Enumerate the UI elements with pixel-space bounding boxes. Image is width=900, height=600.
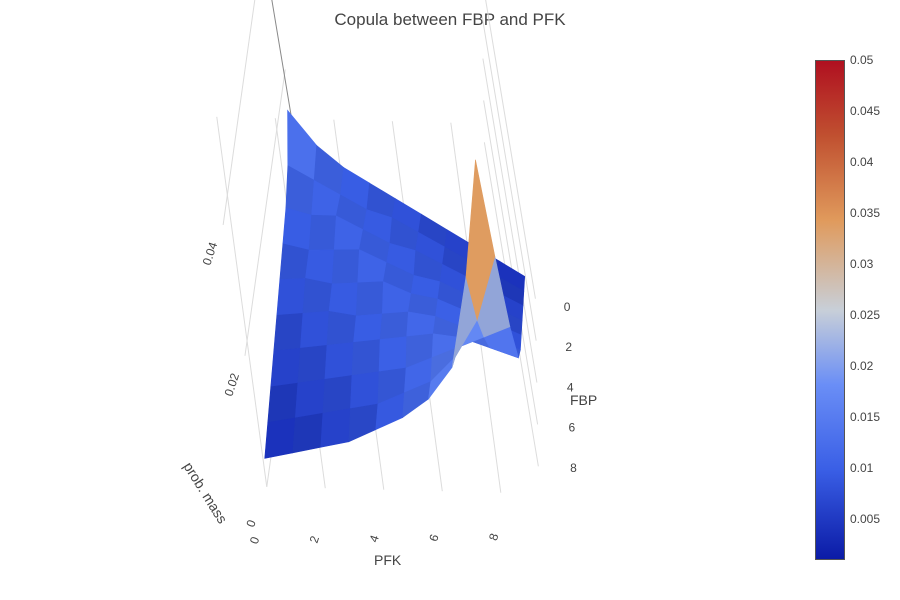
surface-cell [378,336,407,373]
surface-cell [308,214,337,251]
surface-cell [351,339,381,376]
y-tick-label: 6 [569,421,576,435]
surface-cell [279,243,310,280]
surface-cell [320,408,351,448]
colorbar-tick-label: 0.01 [850,461,874,476]
surface-cell [270,347,301,388]
colorbar-tick-label: 0.015 [850,410,881,425]
chart-title: Copula between FBP and PFK [334,10,566,29]
y-axis-title: FBP [570,392,597,408]
surface-cell [300,310,330,349]
surface-cell [297,344,328,384]
colorbar-tick-label: 0.025 [850,308,881,323]
x-tick-label: 2 [307,534,322,545]
grid-line-y [482,58,538,383]
colorbar-tick-label: 0.035 [850,206,881,221]
surface-mesh [264,109,526,459]
surface-cell [294,378,326,419]
y-tick-label: 2 [565,340,572,354]
colorbar-tick-label: 0.05 [850,53,874,67]
surface-cell [292,412,324,454]
surface-cell [264,417,296,459]
surface-cell [379,311,409,340]
x-tick-label: 0 [247,535,262,546]
surface-cell [276,278,306,316]
z-tick-label: 0.04 [200,240,221,267]
surface-cell [322,375,353,414]
y-tick-label: 8 [570,461,577,475]
surface-cell [282,207,312,251]
surface-cell [328,282,359,317]
surface-cell [326,310,357,346]
y-tick-label: 0 [564,300,571,314]
surface-cell [305,249,335,285]
surface-cell [465,159,496,322]
surface-cell [355,281,384,317]
colorbar-tick-label: 0.045 [850,104,881,119]
surface-cell [324,342,354,380]
grid-line-y [481,16,537,341]
grid-line-y [483,100,539,425]
y-tick-label: 4 [567,380,574,394]
grid-line-y [485,0,536,299]
x-tick-label: 6 [426,532,441,543]
colorbar-tick-label: 0.03 [850,257,874,272]
grid-line-z [244,69,286,356]
surface-cell [267,382,299,423]
x-axis-title: PFK [374,552,402,568]
z-axis-title: prob. mass [180,459,230,526]
surface-cell [348,403,379,443]
colorbar [815,60,845,560]
surface-cell [302,278,333,314]
surface-cell [406,311,436,338]
z-tick-label: 0.02 [222,371,243,398]
x-tick-label: 4 [366,533,381,544]
surface-cell [350,371,380,409]
surface-cell [353,313,383,343]
colorbar-tick-label: 0.005 [850,512,881,527]
surface-cell [273,312,304,352]
grid-line-x [216,116,268,487]
grid-line-z [222,0,256,226]
x-tick-label: 8 [486,531,501,542]
colorbar-tick-label: 0.04 [850,155,874,170]
surface-cell [331,249,360,285]
z-tick-label: 0 [243,518,258,529]
colorbar-tick-label: 0.02 [850,359,874,374]
